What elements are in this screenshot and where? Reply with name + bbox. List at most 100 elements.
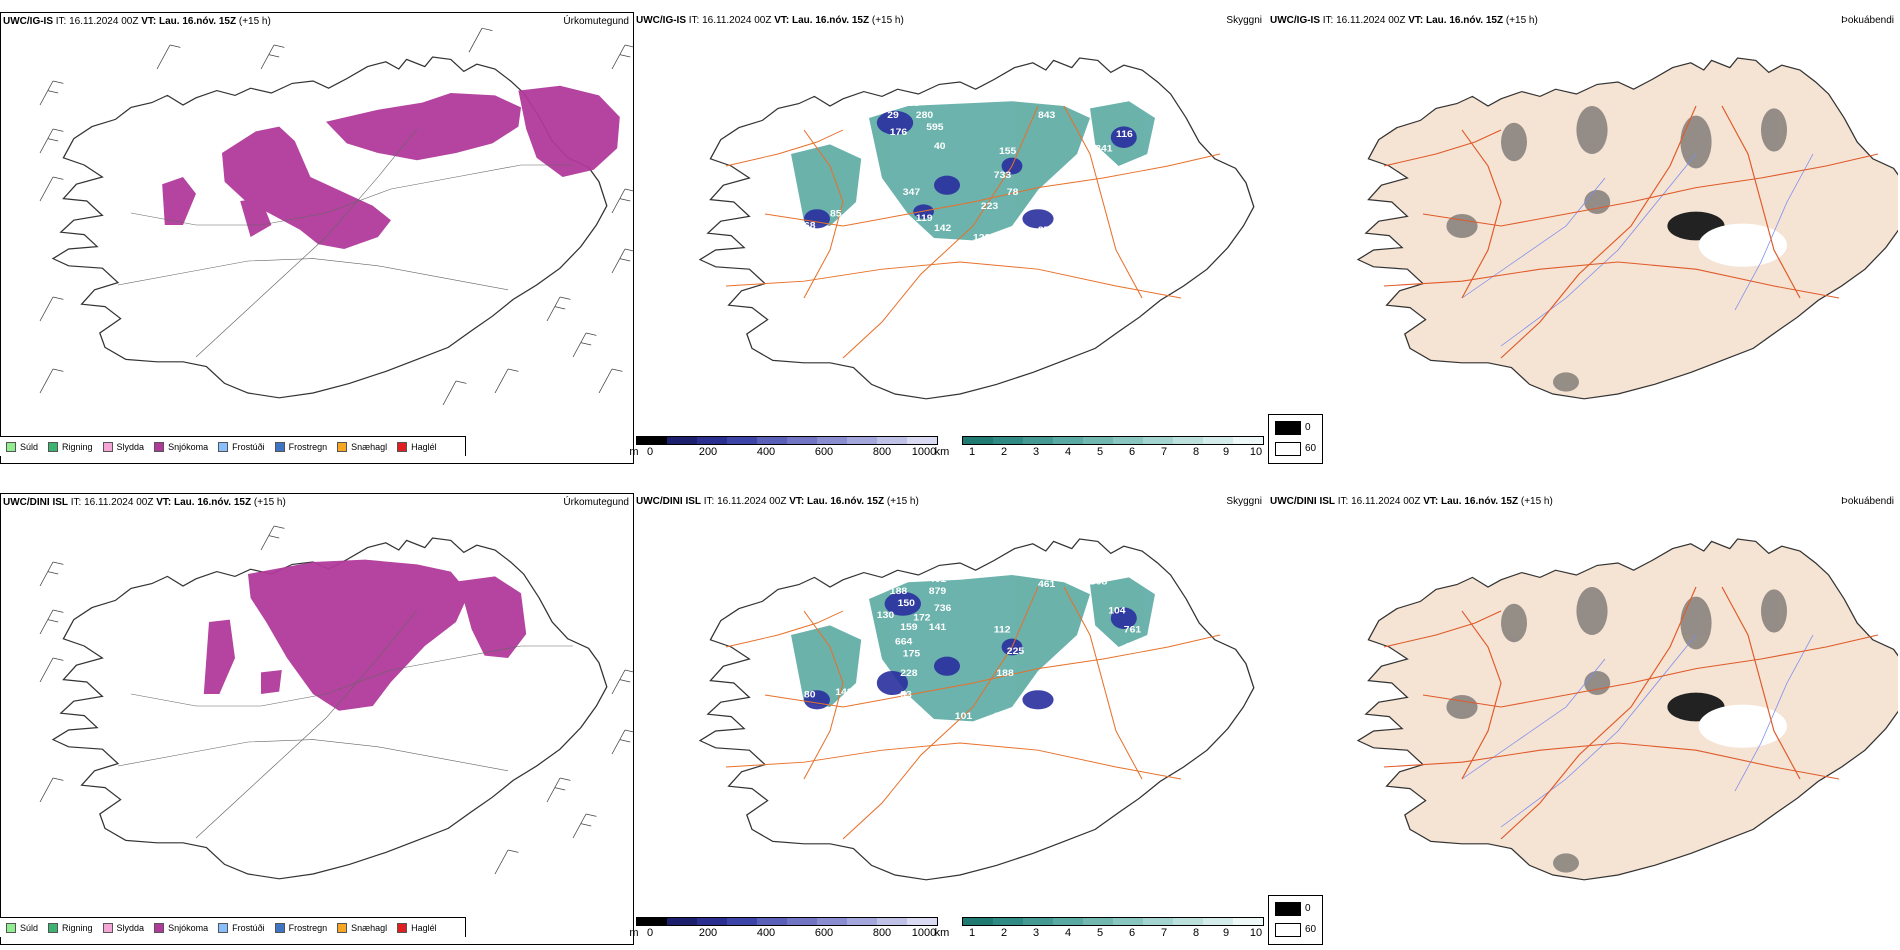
precip-panel-1: UWC/IG-IS IT: 16.11.2024 00Z VT: Lau. 16…: [0, 12, 634, 464]
svg-text:121: 121: [1056, 714, 1074, 725]
legend-item: Slydda: [102, 922, 144, 933]
panel-header: UWC/IG-IS IT: 16.11.2024 00Z VT: Lau. 16…: [3, 16, 271, 27]
legend-item: Rigning: [48, 922, 93, 933]
svg-text:29: 29: [887, 110, 899, 121]
visibility-colorbar-2: km 1 2 3 4 5 6 7 8 9 10: [935, 917, 1264, 940]
svg-text:97: 97: [1038, 226, 1050, 237]
fog-legend-1: 0 60: [1268, 414, 1323, 464]
low-cloud-area: [804, 591, 1137, 710]
road-network: [1383, 105, 1879, 359]
colorbar-unit: km: [934, 927, 950, 939]
panel-header: UWC/IG-IS IT: 16.11.2024 00Z VT: Lau. 16…: [636, 15, 904, 26]
colorbar-tick: 6: [1128, 927, 1136, 939]
colorbar-tick: 10: [1249, 927, 1263, 939]
svg-text:150: 150: [898, 599, 916, 610]
fog-panel-1: UWC/IG-IS IT: 16.11.2024 00Z VT: Lau. 16…: [1268, 12, 1898, 430]
road-network: [117, 609, 573, 839]
panel-header: UWC/DINI ISL IT: 16.11.2024 00Z VT: Lau.…: [636, 496, 919, 507]
fog-legend-swatch: [1275, 442, 1301, 456]
svg-text:68: 68: [908, 98, 920, 109]
cloud-map: 401 188 879 150 461 508 104 736 130 172 …: [699, 538, 1255, 881]
colorbar-tick: 600: [814, 927, 834, 939]
colorbar-tick: 800: [872, 446, 892, 458]
cloud-map: 29 68 280 595 176 843 116 40 341 155 733…: [699, 57, 1255, 400]
fog-shading: [1446, 106, 1787, 392]
colorbar-tick: 0: [646, 927, 654, 939]
legend-item: Frostregn: [274, 441, 327, 452]
svg-text:142: 142: [934, 223, 952, 234]
fog-legend-swatch: [1275, 421, 1301, 435]
svg-text:101: 101: [955, 711, 973, 722]
colorbar-swatches: [636, 436, 938, 445]
svg-text:175: 175: [903, 649, 921, 660]
svg-text:94: 94: [1051, 687, 1063, 698]
panel-title: Úrkomutegund: [563, 16, 629, 27]
svg-text:280: 280: [916, 110, 934, 121]
legend-item: Frostúði: [218, 441, 265, 452]
fog-legend-label: 60: [1305, 443, 1317, 454]
fog-legend-label: 0: [1305, 422, 1311, 433]
svg-text:347: 347: [903, 187, 921, 198]
colorbar-tick: 2: [1000, 446, 1008, 458]
legend-item: Snjókoma: [154, 441, 208, 452]
legend-item: Snjókoma: [154, 922, 208, 933]
colorbar-tick: 7: [1160, 927, 1168, 939]
svg-text:74: 74: [796, 714, 808, 725]
svg-text:119: 119: [916, 214, 933, 225]
road-network: [725, 586, 1221, 840]
cloud-base-colorbar-1: m 0 200 400 600 800 1000: [629, 436, 938, 459]
legend-item: Haglél: [397, 922, 437, 933]
svg-text:508: 508: [1090, 577, 1108, 588]
svg-text:142: 142: [835, 687, 853, 698]
svg-text:130: 130: [877, 611, 895, 622]
svg-text:116: 116: [1116, 130, 1133, 141]
svg-text:341: 341: [1095, 144, 1113, 155]
svg-text:223: 223: [981, 202, 999, 213]
svg-text:112: 112: [994, 625, 1011, 636]
colorbar-tick: 6: [1128, 446, 1136, 458]
colorbar-tick: 200: [698, 927, 718, 939]
legend-item: Frostúði: [218, 922, 265, 933]
colorbar-tick: 3: [1032, 927, 1040, 939]
fog-panel-2: UWC/DINI ISL IT: 16.11.2024 00Z VT: Lau.…: [1268, 493, 1898, 911]
svg-text:736: 736: [934, 603, 952, 614]
panel-header: UWC/DINI ISL IT: 16.11.2024 00Z VT: Lau.…: [1270, 496, 1553, 507]
colorbar-tick: 2: [1000, 927, 1008, 939]
svg-text:78: 78: [1007, 187, 1019, 198]
cloud-panel-2: UWC/DINI ISL IT: 16.11.2024 00Z VT: Lau.…: [634, 493, 1266, 911]
colorbar-tick: 0: [646, 446, 654, 458]
colorbar-swatches: [962, 436, 1264, 445]
colorbar-tick: 7: [1160, 446, 1168, 458]
legend-item: Frostregn: [274, 922, 327, 933]
fog-map: [1357, 538, 1898, 881]
svg-text:489: 489: [1124, 642, 1142, 653]
svg-text:664: 664: [895, 637, 913, 648]
colorbar-unit: m: [629, 446, 639, 458]
cloud-panel-1: UWC/IG-IS IT: 16.11.2024 00Z VT: Lau. 16…: [634, 12, 1266, 430]
snowfall-area: [162, 85, 620, 250]
colorbar-tick: 400: [756, 446, 776, 458]
svg-text:595: 595: [926, 122, 944, 133]
colorbar-tick: 200: [698, 446, 718, 458]
colorbar-tick: 9: [1222, 446, 1230, 458]
svg-text:761: 761: [1124, 625, 1142, 636]
legend-item: Súld: [6, 441, 38, 452]
svg-text:104: 104: [1108, 606, 1126, 617]
colorbar-unit: km: [934, 446, 950, 458]
colorbar-tick: 9: [1222, 927, 1230, 939]
wind-barbs: [39, 27, 633, 406]
colorbar-tick: 600: [814, 446, 834, 458]
panel-title: Skyggni: [1226, 496, 1262, 507]
panel-title: Skyggni: [1226, 15, 1262, 26]
cloud-base-labels: 401 188 879 150 461 508 104 736 130 172 …: [796, 575, 1141, 725]
colorbar-tick: 10: [1249, 446, 1263, 458]
colorbar-tick: 5: [1096, 927, 1104, 939]
colorbar-tick: 4: [1064, 927, 1072, 939]
visibility-colorbar-1: km 1 2 3 4 5 6 7 8 9 10: [935, 436, 1264, 459]
svg-text:188: 188: [890, 587, 908, 598]
svg-text:159: 159: [900, 623, 918, 634]
panel-title: Úrkomutegund: [563, 497, 629, 508]
colorbar-tick: 400: [756, 927, 776, 939]
legend-item: Súld: [6, 922, 38, 933]
svg-text:228: 228: [900, 668, 918, 679]
